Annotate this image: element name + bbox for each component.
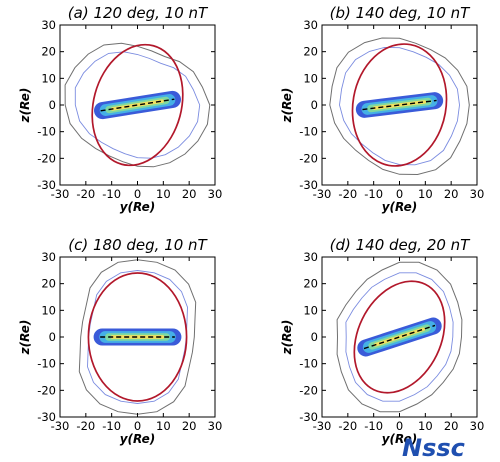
y-axis-label: z(Re) bbox=[18, 320, 32, 356]
inner-contour bbox=[74, 51, 201, 159]
outer-contour bbox=[336, 261, 463, 413]
panel-b: -30 -20 -10 0 10 20 30 -30 -20 -10 0 10 20 30 (b) 140 … bbox=[280, 4, 484, 214]
x-tick-label: 10 bbox=[418, 187, 433, 201]
y-tick-label: 0 bbox=[311, 330, 318, 344]
x-tick-label: 30 bbox=[208, 187, 223, 201]
x-tick-label: -20 bbox=[76, 419, 95, 433]
current-sheet bbox=[355, 92, 444, 118]
boundary-ellipse bbox=[87, 272, 188, 402]
plot-area bbox=[78, 259, 197, 415]
x-tick-label: -20 bbox=[76, 187, 95, 201]
y-tick-label: 20 bbox=[303, 277, 318, 291]
x-tick-label: 10 bbox=[156, 419, 171, 433]
x-tick-label: -30 bbox=[313, 419, 332, 433]
x-tick-label: 20 bbox=[444, 187, 459, 201]
current-sheet-band bbox=[110, 335, 165, 339]
y-tick-label: 0 bbox=[49, 98, 56, 112]
x-tick-label: 20 bbox=[182, 419, 197, 433]
boundary-ellipse bbox=[91, 43, 184, 167]
y-tick-label: -10 bbox=[299, 125, 318, 139]
y-tick-label: 20 bbox=[303, 45, 318, 59]
current-sheet bbox=[94, 90, 181, 120]
y-tick-label: 10 bbox=[41, 71, 56, 85]
x-tick-label: 0 bbox=[396, 419, 403, 433]
y-tick-label: -10 bbox=[37, 125, 56, 139]
y-tick-label: 10 bbox=[303, 71, 318, 85]
y-tick-label: 20 bbox=[41, 277, 56, 291]
y-tick-label: -10 bbox=[37, 357, 56, 371]
x-tick-label: -10 bbox=[102, 419, 121, 433]
x-tick-label: 30 bbox=[208, 419, 223, 433]
current-sheet-band bbox=[372, 100, 427, 110]
current-sheet-band bbox=[110, 99, 165, 111]
x-axis-label: y(Re) bbox=[120, 200, 156, 214]
outer-contour bbox=[78, 259, 197, 415]
y-tick-label: -30 bbox=[299, 178, 318, 192]
outer-contour bbox=[329, 37, 470, 176]
neutral-line bbox=[363, 324, 436, 350]
x-axis-label: y(Re) bbox=[382, 200, 418, 214]
boundary-ellipse bbox=[353, 280, 446, 394]
plot-area bbox=[64, 42, 211, 168]
x-axis-label: y(Re) bbox=[120, 432, 156, 446]
x-tick-label: 0 bbox=[134, 419, 141, 433]
x-tick-label: 0 bbox=[396, 187, 403, 201]
outer-contour bbox=[64, 42, 211, 168]
y-tick-label: -10 bbox=[299, 357, 318, 371]
panel-a: -30 -20 -10 0 10 20 30 -30 -20 -10 0 10 20 30 (a) 120 … bbox=[18, 4, 222, 214]
panel-title: (a) 120 deg, 10 nT bbox=[68, 4, 209, 22]
y-axis-label: z(Re) bbox=[280, 320, 294, 356]
panel-title: (c) 180 deg, 10 nT bbox=[68, 236, 208, 254]
x-tick-label: 10 bbox=[156, 187, 171, 201]
y-tick-label: 20 bbox=[41, 45, 56, 59]
x-tick-label: 0 bbox=[134, 187, 141, 201]
current-sheet bbox=[357, 317, 442, 357]
x-tick-label: -10 bbox=[364, 419, 383, 433]
x-tick-label: -30 bbox=[51, 419, 70, 433]
y-axis-label: z(Re) bbox=[18, 88, 32, 124]
plot-area bbox=[329, 37, 470, 176]
y-tick-label: -30 bbox=[37, 178, 56, 192]
x-tick-label: -20 bbox=[338, 187, 357, 201]
x-tick-label: 10 bbox=[418, 419, 433, 433]
y-tick-label: -30 bbox=[299, 410, 318, 424]
y-tick-label: 30 bbox=[303, 18, 318, 32]
x-tick-label: -30 bbox=[313, 187, 332, 201]
y-tick-label: -20 bbox=[37, 383, 56, 397]
boundary-ellipse bbox=[351, 43, 448, 167]
plot-area bbox=[336, 261, 463, 413]
panel-title: (b) 140 deg, 10 nT bbox=[330, 4, 472, 22]
nssc-logo: Nssc bbox=[402, 434, 465, 462]
x-tick-label: 30 bbox=[470, 419, 485, 433]
neutral-line bbox=[362, 99, 437, 111]
y-tick-label: -20 bbox=[299, 383, 318, 397]
panel-d: -30 -20 -10 0 10 20 30 -30 -20 -10 0 10 20 30 (d) 140 … bbox=[280, 236, 484, 446]
y-tick-label: 0 bbox=[49, 330, 56, 344]
y-tick-label: -20 bbox=[37, 151, 56, 165]
panel-c: -30 -20 -10 0 10 20 30 -30 -20 -10 0 10 20 30 (c) 180 … bbox=[18, 236, 222, 446]
x-tick-label: 30 bbox=[470, 187, 485, 201]
x-tick-label: -10 bbox=[102, 187, 121, 201]
y-tick-label: 10 bbox=[41, 303, 56, 317]
y-tick-label: 30 bbox=[41, 250, 56, 264]
y-tick-label: 30 bbox=[41, 18, 56, 32]
y-tick-label: -20 bbox=[299, 151, 318, 165]
y-tick-label: 30 bbox=[303, 250, 318, 264]
x-tick-label: -10 bbox=[364, 187, 383, 201]
y-tick-label: 10 bbox=[303, 303, 318, 317]
current-sheet bbox=[93, 328, 182, 346]
x-axis-label: y(Re) bbox=[382, 432, 418, 446]
panel-title: (d) 140 deg, 20 nT bbox=[330, 236, 472, 254]
x-tick-label: -30 bbox=[51, 187, 70, 201]
y-tick-label: -30 bbox=[37, 410, 56, 424]
inner-contour bbox=[339, 46, 460, 166]
x-tick-label: 20 bbox=[182, 187, 197, 201]
x-tick-label: 20 bbox=[444, 419, 459, 433]
neutral-line bbox=[100, 98, 175, 112]
inner-contour bbox=[345, 272, 454, 402]
y-tick-label: 0 bbox=[311, 98, 318, 112]
y-axis-label: z(Re) bbox=[280, 88, 294, 124]
x-tick-label: -20 bbox=[338, 419, 357, 433]
